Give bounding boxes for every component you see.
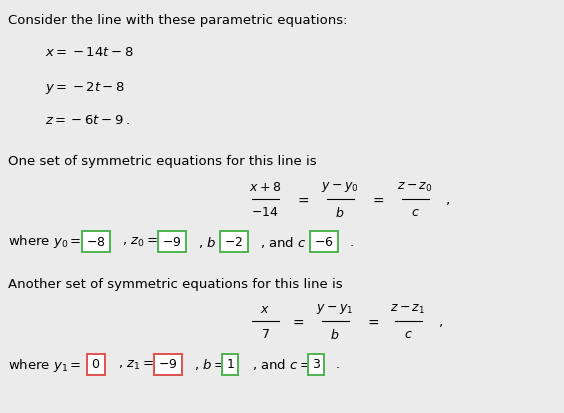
- Text: $=$: $=$: [294, 192, 310, 206]
- Text: $=$: $=$: [369, 192, 385, 206]
- Text: .: .: [336, 358, 340, 370]
- Text: where $y_0 = $: where $y_0 = $: [8, 233, 81, 250]
- Text: $0$: $0$: [91, 358, 100, 370]
- Text: $-2$: $-2$: [224, 235, 244, 248]
- Text: Consider the line with these parametric equations:: Consider the line with these parametric …: [8, 14, 347, 27]
- Text: Another set of symmetric equations for this line is: Another set of symmetric equations for t…: [8, 277, 342, 290]
- Text: $x$: $x$: [260, 303, 270, 316]
- Text: , $z_0 = $: , $z_0 = $: [122, 235, 158, 248]
- Text: $y - y_1$: $y - y_1$: [316, 301, 354, 316]
- Text: $-6$: $-6$: [314, 235, 334, 248]
- Text: $b$: $b$: [331, 327, 340, 341]
- Text: $z - z_0$: $z - z_0$: [397, 181, 433, 194]
- Text: $-8$: $-8$: [86, 235, 106, 248]
- Text: , and $c = $: , and $c = $: [252, 357, 311, 372]
- Text: where $y_1 = $: where $y_1 = $: [8, 356, 81, 373]
- Text: $,$: $,$: [445, 192, 450, 206]
- Text: , $b = $: , $b = $: [194, 357, 225, 372]
- Text: $1$: $1$: [226, 358, 235, 370]
- Text: $z = -6t - 9\,.$: $z = -6t - 9\,.$: [45, 114, 130, 127]
- Text: $-9$: $-9$: [162, 235, 182, 248]
- Text: , and $c = $: , and $c = $: [260, 234, 319, 249]
- Text: , $b = $: , $b = $: [198, 234, 229, 249]
- Text: $3$: $3$: [311, 358, 320, 370]
- Text: $-9$: $-9$: [158, 358, 178, 370]
- Text: $7$: $7$: [261, 327, 270, 340]
- Text: $y - y_0$: $y - y_0$: [321, 180, 359, 194]
- Text: $-14$: $-14$: [251, 205, 279, 218]
- Text: .: .: [350, 235, 354, 248]
- Text: One set of symmetric equations for this line is: One set of symmetric equations for this …: [8, 154, 316, 168]
- Text: , $z_1 = $: , $z_1 = $: [118, 358, 154, 370]
- Text: $=$: $=$: [289, 314, 305, 328]
- Text: $b$: $b$: [336, 205, 345, 219]
- Text: $c$: $c$: [404, 327, 412, 340]
- Text: $x = -14t - 8$: $x = -14t - 8$: [45, 46, 134, 59]
- Text: $x + 8$: $x + 8$: [249, 181, 281, 194]
- Text: $=$: $=$: [364, 314, 380, 328]
- Text: $y = -2t - 8$: $y = -2t - 8$: [45, 80, 125, 96]
- Text: $,$: $,$: [438, 314, 443, 328]
- Text: $z - z_1$: $z - z_1$: [390, 302, 426, 316]
- Text: $c$: $c$: [411, 205, 420, 218]
